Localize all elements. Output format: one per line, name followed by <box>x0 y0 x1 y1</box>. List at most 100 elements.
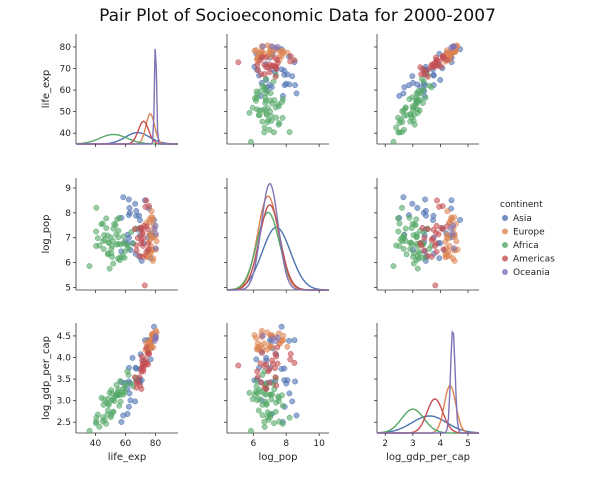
scatter-point-oceania <box>272 44 279 51</box>
scatter-point-americas <box>131 226 138 233</box>
scatter-point-africa <box>397 236 404 243</box>
scatter-point-americas <box>254 66 261 73</box>
scatter-point-asia <box>118 419 125 425</box>
x-tick-label: 6 <box>250 439 256 449</box>
scatter-point-asia <box>132 200 139 207</box>
scatter-point-asia <box>436 255 443 262</box>
scatter-point-asia <box>253 356 260 363</box>
scatter-point-africa <box>265 117 272 123</box>
scatter-point-africa <box>406 96 413 103</box>
scatter-point-africa <box>390 263 397 270</box>
scatter-point-africa <box>111 221 118 227</box>
legend: continent Asia Europe Africa Americas Oceania <box>500 200 555 278</box>
y-tick-label: 3.5 <box>57 375 71 385</box>
scatter-point-africa <box>259 118 266 125</box>
scatter-point-asia <box>422 196 429 203</box>
y-tick-label: 50 <box>60 108 72 118</box>
scatter-point-africa <box>120 233 127 240</box>
scatter-point-africa <box>86 263 93 270</box>
y-axis-label: log_gdp_per_cap <box>41 336 52 420</box>
scatter-point-americas <box>273 66 280 73</box>
scatter-point-africa <box>105 407 112 414</box>
scatter-point-europe <box>280 48 287 55</box>
legend-label-europe: Europe <box>513 228 545 238</box>
scatter-point-africa <box>413 95 420 102</box>
scatter-point-africa <box>390 138 397 145</box>
scatter-point-asia <box>125 403 132 410</box>
scatter-point-oceania <box>152 230 159 237</box>
scatter-point-asia <box>291 337 298 344</box>
scatter-point-americas <box>436 58 443 65</box>
scatter-point-africa <box>106 265 113 272</box>
scatter-point-africa <box>86 427 93 434</box>
scatter-point-africa <box>270 420 277 427</box>
scatter-point-africa <box>262 100 269 106</box>
scatter-point-oceania <box>151 337 158 344</box>
scatter-point-africa <box>395 215 401 222</box>
kde-curve-asia <box>377 415 480 434</box>
scatter-point-europe <box>253 47 260 54</box>
scatter-point-africa <box>402 237 409 244</box>
kde-curve-europe <box>76 112 178 145</box>
scatter-point-americas <box>266 69 273 76</box>
scatter-point-oceania <box>152 245 159 252</box>
scatter-point-asia <box>400 194 407 201</box>
scatter-point-africa <box>413 234 420 241</box>
scatter-point-africa <box>266 126 273 133</box>
scatter-point-africa <box>251 95 258 102</box>
scatter-point-africa <box>393 124 400 131</box>
scatter-point-americas <box>263 361 269 368</box>
y-tick-label: 40 <box>60 129 72 139</box>
scatter-point-americas <box>273 382 280 389</box>
scatter-point-africa <box>128 380 135 387</box>
scatter-point-africa <box>254 397 261 404</box>
scatter-point-asia <box>289 73 296 80</box>
scatter-point-africa <box>409 103 416 110</box>
scatter-point-europe <box>150 255 157 262</box>
scatter-point-africa <box>400 245 407 252</box>
scatter-point-asia <box>263 354 270 361</box>
scatter-point-asia <box>133 365 140 372</box>
scatter-point-oceania <box>448 225 454 232</box>
scatter-point-europe <box>444 208 451 215</box>
scatter-point-africa <box>122 381 129 388</box>
legend-label-oceania: Oceania <box>513 268 550 278</box>
scatter-point-asia <box>292 378 299 385</box>
scatter-point-africa <box>264 105 271 112</box>
scatter-point-africa <box>105 239 112 246</box>
scatter-point-americas <box>440 246 447 253</box>
scatter-point-americas <box>145 349 152 356</box>
scatter-point-americas <box>287 58 294 65</box>
scatter-point-africa <box>275 103 282 110</box>
scatter-point-africa <box>276 120 283 126</box>
scatter-point-africa <box>265 416 272 423</box>
y-tick-label: 4.0 <box>57 354 72 364</box>
kde-curve-oceania <box>227 183 329 291</box>
scatter-point-africa <box>397 117 404 123</box>
scatter-point-asia <box>409 73 416 80</box>
scatter-point-africa <box>420 78 427 85</box>
x-tick-label: 4 <box>438 439 444 449</box>
scatter-point-africa <box>122 241 129 248</box>
scatter-point-americas <box>421 247 428 254</box>
scatter-point-americas <box>143 344 150 351</box>
kde-curve-americas <box>227 204 329 291</box>
scatter-point-africa <box>426 82 433 89</box>
legend-marker-asia <box>502 215 508 221</box>
scatter-point-africa <box>254 106 261 113</box>
scatter-point-africa <box>409 221 416 227</box>
scatter-point-asia <box>286 337 292 344</box>
scatter-point-americas <box>435 231 442 238</box>
scatter-point-americas <box>134 235 141 241</box>
scatter-point-africa <box>255 112 262 119</box>
scatter-point-africa <box>251 392 258 398</box>
kde-curve-americas <box>76 120 178 145</box>
scatter-point-africa <box>279 402 286 409</box>
scatter-point-europe <box>280 332 287 339</box>
scatter-point-americas <box>261 384 268 391</box>
scatter-point-americas <box>274 344 281 351</box>
scatter-point-americas <box>430 226 437 233</box>
scatter-point-africa <box>116 392 123 398</box>
scatter-point-africa <box>403 251 410 258</box>
